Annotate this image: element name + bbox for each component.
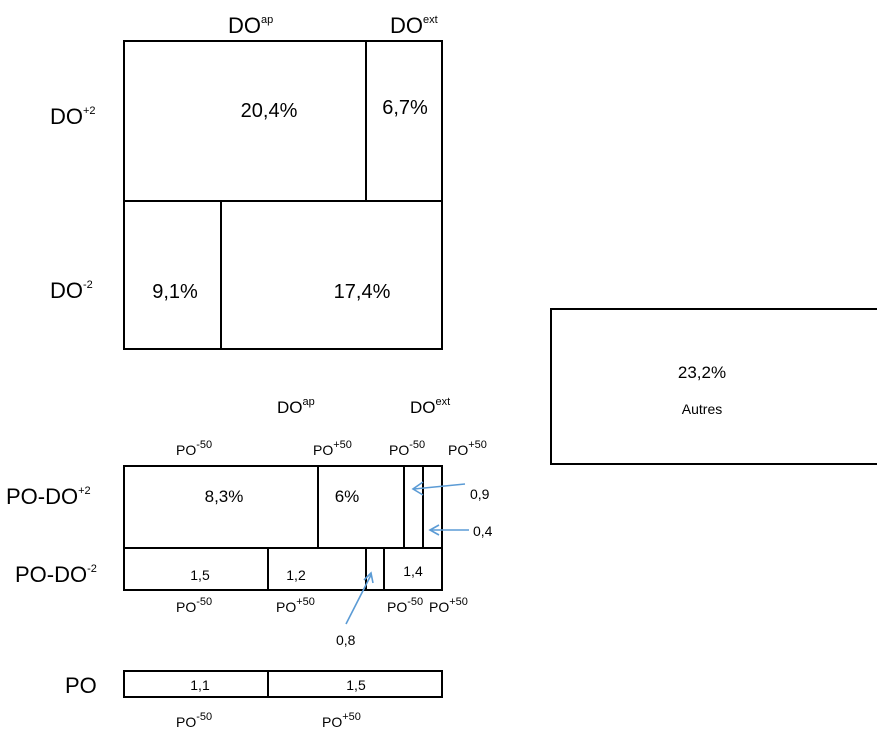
callout-r1-d: 0,4 (473, 523, 493, 539)
other-label: Autres (682, 401, 722, 417)
top-matrix-frame (123, 40, 443, 350)
bottom-bar-frame (123, 670, 443, 698)
bottom-row-label: PO (65, 673, 97, 698)
mid-row-label-minus2: PO-DO-2 (15, 562, 97, 587)
po-top-label-4: PO+50 (448, 439, 487, 458)
cell-do-minus2-b: 17,4% (334, 281, 391, 303)
callout-r1-c: 0,9 (470, 486, 490, 502)
cell-bottom-a: 1,1 (190, 677, 210, 693)
cell-bottom-b: 1,5 (346, 677, 366, 693)
mid-col-label-ext: DOext (410, 396, 450, 417)
mid-row1-frame (123, 465, 443, 549)
cell-mid-r2-a: 1,5 (190, 567, 210, 583)
top-row-label-minus2: DO-2 (50, 278, 93, 303)
cell-do-plus2-ap: 20,4% (241, 100, 298, 122)
top-col-label-ap: DOap (228, 13, 273, 38)
po-top-label-1: PO-50 (176, 439, 212, 458)
top-col-label-ext: DOext (390, 13, 438, 38)
top-row-label-plus2: DO+2 (50, 104, 96, 129)
other-value: 23,2% (678, 363, 726, 382)
po-bottom-label-1: PO-50 (176, 596, 212, 615)
po-bottom-label-3: PO-50 (387, 596, 423, 615)
callout-arrowhead-0-4 (428, 524, 440, 536)
cell-do-plus2-ext: 6,7% (382, 97, 428, 119)
mid-row2-frame (123, 547, 443, 591)
po-top-label-2: PO+50 (313, 439, 352, 458)
po-bottom-label-2: PO+50 (276, 596, 315, 615)
cell-mid-r2-b: 1,2 (286, 567, 306, 583)
callout-arrowhead-0-9 (411, 481, 424, 496)
callout-arrow-0-8 (345, 574, 372, 625)
other-box (550, 308, 877, 465)
cell-mid-r2-d: 1,4 (403, 563, 423, 579)
po-bottom-label-4: PO+50 (429, 596, 468, 615)
mid-row-label-plus2: PO-DO+2 (6, 484, 91, 509)
po-final-label-2: PO+50 (322, 711, 361, 730)
mid-col-label-ap: DOap (277, 396, 315, 417)
cell-mid-r1-a: 8,3% (205, 487, 244, 506)
callout-arrow-0-9 (413, 483, 466, 490)
po-final-label-1: PO-50 (176, 711, 212, 730)
po-top-label-3: PO-50 (389, 439, 425, 458)
cell-mid-r1-b: 6% (335, 487, 360, 506)
cell-do-minus2-a: 9,1% (152, 281, 198, 303)
callout-r2-c: 0,8 (336, 632, 356, 648)
callout-arrowhead-0-8 (363, 571, 374, 584)
